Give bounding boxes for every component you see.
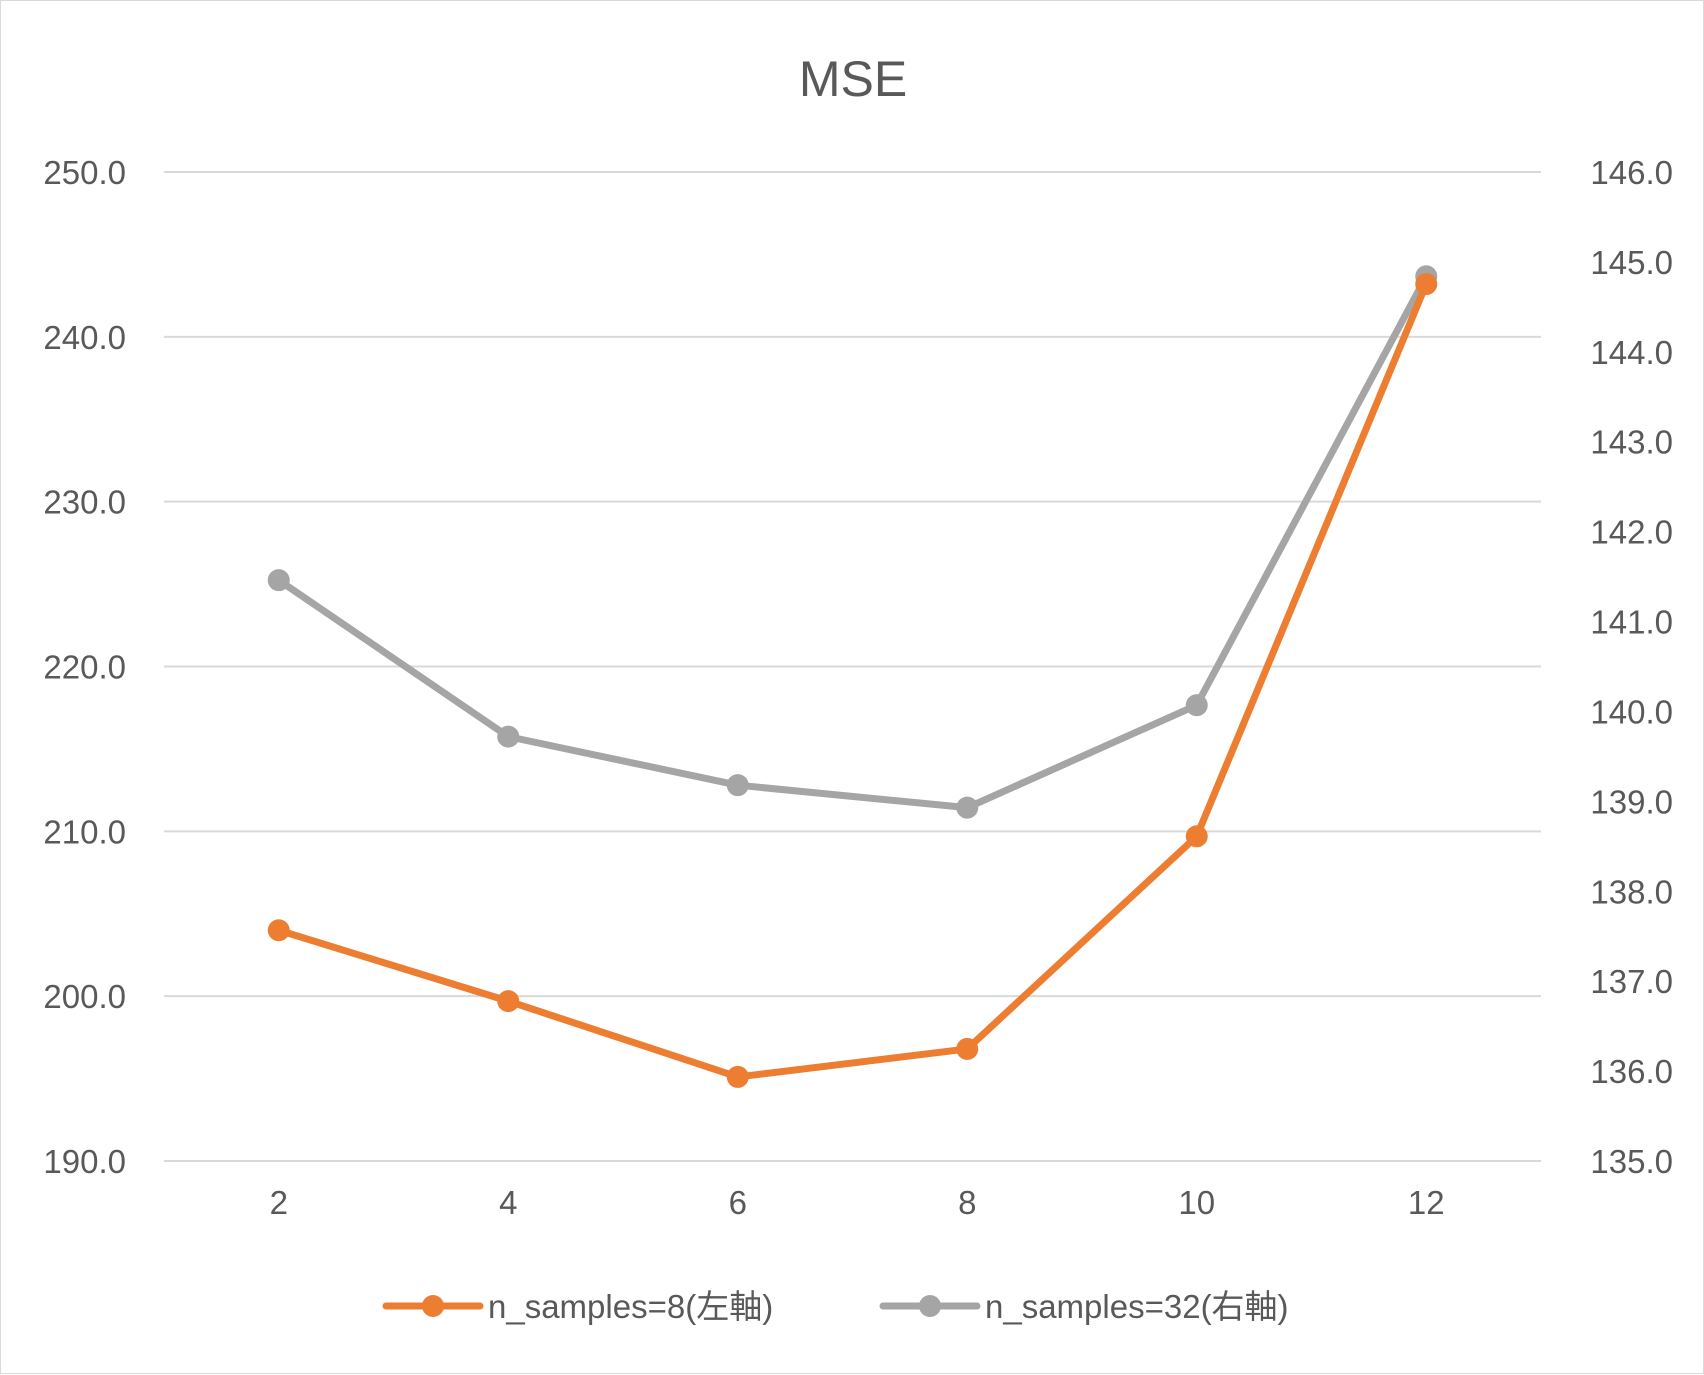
data-point-n-samples-8 — [956, 1037, 979, 1060]
left-tick-label: 200.0 — [43, 978, 126, 1015]
series-n-samples-32 — [267, 265, 1438, 819]
data-point-n-samples-32 — [1185, 694, 1208, 717]
right-tick-label: 145.0 — [1590, 244, 1673, 281]
right-tick-label: 144.0 — [1590, 334, 1673, 371]
right-tick-label: 136.0 — [1590, 1053, 1673, 1090]
left-tick-label: 230.0 — [43, 484, 126, 521]
data-point-n-samples-32 — [497, 725, 520, 748]
left-tick-label: 210.0 — [43, 813, 126, 850]
x-tick-label: 8 — [958, 1184, 976, 1221]
right-tick-label: 137.0 — [1590, 963, 1673, 1000]
legend: n_samples=8(左軸) n_samples=32(右軸) — [382, 1288, 1289, 1325]
right-y-axis: 135.0 136.0 137.0 138.0 139.0 140.0 141.0 142.0… — [1590, 154, 1673, 1180]
left-tick-label: 240.0 — [43, 319, 126, 356]
data-point-n-samples-8 — [497, 990, 520, 1013]
chart-title: MSE — [799, 51, 907, 107]
right-tick-label: 138.0 — [1590, 873, 1673, 910]
left-tick-label: 250.0 — [43, 154, 126, 191]
series-line-n-samples-32 — [275, 272, 1430, 812]
right-tick-label: 140.0 — [1590, 693, 1673, 730]
series-line-n-samples-8 — [275, 280, 1430, 1081]
data-point-n-samples-8 — [1185, 825, 1208, 848]
right-tick-label: 142.0 — [1590, 514, 1673, 551]
left-tick-label: 190.0 — [43, 1143, 126, 1180]
legend-label: n_samples=8(左軸) — [488, 1288, 773, 1325]
gridlines — [164, 171, 1541, 1162]
legend-swatch-marker — [422, 1295, 444, 1317]
right-tick-label: 146.0 — [1590, 154, 1673, 191]
left-y-axis: 190.0 200.0 210.0 220.0 230.0 240.0 250.0 — [43, 154, 126, 1180]
legend-label: n_samples=32(右軸) — [985, 1288, 1289, 1325]
x-tick-label: 12 — [1408, 1184, 1445, 1221]
right-tick-label: 139.0 — [1590, 783, 1673, 820]
data-point-n-samples-32 — [956, 796, 979, 819]
data-point-n-samples-32 — [726, 774, 749, 797]
right-tick-label: 141.0 — [1590, 604, 1673, 641]
data-point-n-samples-8 — [267, 919, 290, 942]
series-layer — [267, 265, 1438, 1088]
data-point-n-samples-8 — [726, 1065, 749, 1088]
right-tick-label: 143.0 — [1590, 424, 1673, 461]
x-tick-label: 4 — [499, 1184, 517, 1221]
x-tick-label: 6 — [729, 1184, 747, 1221]
legend-item-n-samples-8: n_samples=8(左軸) — [382, 1288, 773, 1325]
legend-swatch-marker — [919, 1295, 941, 1317]
left-tick-label: 220.0 — [43, 649, 126, 686]
data-point-n-samples-32 — [267, 569, 290, 592]
x-tick-label: 2 — [270, 1184, 288, 1221]
data-point-n-samples-8 — [1415, 273, 1438, 296]
right-tick-label: 135.0 — [1590, 1143, 1673, 1180]
x-axis: 2 4 6 8 10 12 — [270, 1184, 1445, 1221]
legend-item-n-samples-32: n_samples=32(右軸) — [879, 1288, 1289, 1325]
x-tick-label: 10 — [1178, 1184, 1215, 1221]
series-n-samples-8 — [267, 273, 1438, 1088]
